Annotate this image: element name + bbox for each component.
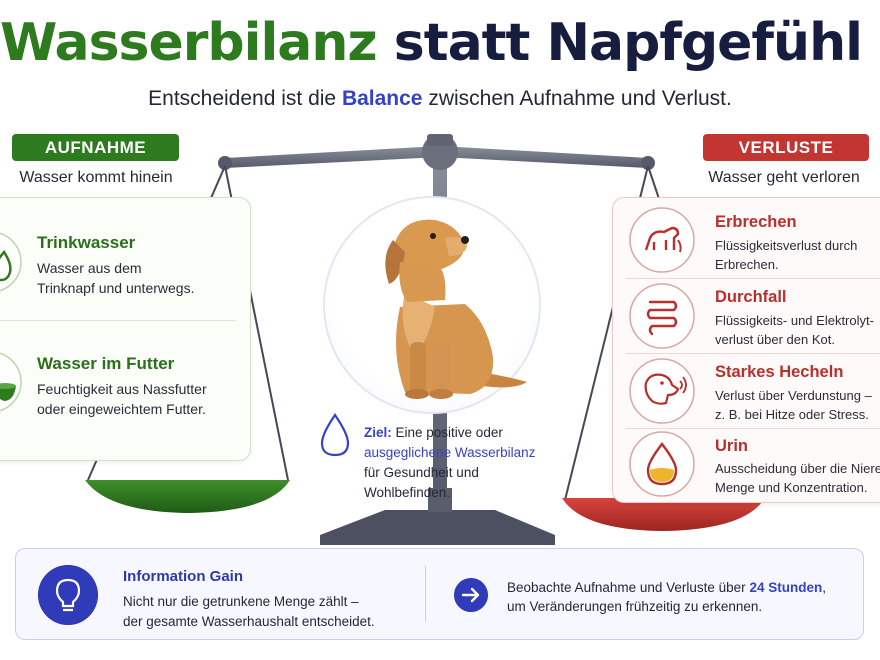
intake-item-title: Trinkwasser xyxy=(37,233,136,252)
info-tip: Beobachte Aufnahme und Verluste über 24 … xyxy=(507,578,826,616)
goal-label: Ziel: xyxy=(364,425,392,440)
subtitle-accent: Balance xyxy=(341,87,423,110)
desc-line: verlust über den Kot. xyxy=(715,332,835,347)
water-drop-icon xyxy=(0,232,22,292)
loss-item-title: Durchfall xyxy=(715,288,787,306)
desc-line: oder eingeweichtem Futter. xyxy=(37,401,206,417)
divider xyxy=(626,428,880,429)
divider xyxy=(0,320,236,321)
vomiting-dog-icon xyxy=(629,207,695,273)
title-green-part: Wasserbilanz xyxy=(0,13,378,73)
intestine-icon xyxy=(629,283,695,349)
intake-item-desc: Feuchtigkeit aus Nassfutter oder eingewe… xyxy=(37,379,207,419)
losses-sublabel: Wasser geht verloren xyxy=(708,169,860,186)
arrow-right-icon xyxy=(454,578,488,612)
loss-item-desc: Flüssigkeitsverlust durch Erbrechen. xyxy=(715,236,857,274)
tip-text: Beobachte Aufnahme und Verluste über xyxy=(507,580,750,595)
desc-line: Erbrechen. xyxy=(715,257,779,272)
goal-text: Ziel: Eine positive oder ausgeglichene W… xyxy=(364,423,564,503)
golden-retriever-illustration xyxy=(385,219,527,399)
desc-line: Flüssigkeits- und Elektrolyt- xyxy=(715,313,874,328)
desc-line: Wasser aus dem xyxy=(37,260,142,276)
desc-line: Flüssigkeitsverlust durch xyxy=(715,238,858,253)
desc-line: Feuchtigkeit aus Nassfutter xyxy=(37,381,207,397)
desc-line: Verlust über Verdunstung – xyxy=(715,388,872,403)
info-line: der gesamte Wasserhaushalt entscheidet. xyxy=(123,614,375,629)
goal-text-part: Eine positive oder xyxy=(391,425,503,440)
loss-item-desc: Ausscheidung über die Nieren – Menge und… xyxy=(715,459,880,497)
tip-line: um Veränderungen frühzeitig zu erkennen. xyxy=(507,599,763,614)
lightbulb-icon xyxy=(38,565,98,625)
information-gain-panel xyxy=(15,548,864,640)
intake-item-title: Wasser im Futter xyxy=(37,354,175,373)
intake-sublabel: Wasser kommt hinein xyxy=(19,169,173,186)
urine-drop-icon xyxy=(629,431,695,497)
water-drop-icon xyxy=(320,413,350,457)
info-description: Nicht nur die getrunkene Menge zählt – d… xyxy=(123,592,375,632)
loss-item-desc: Verlust über Verdunstung – z. B. bei Hit… xyxy=(715,386,872,424)
subtitle-text-end: zwischen Aufnahme und Verlust. xyxy=(422,87,732,110)
intake-item-desc: Wasser aus dem Trinknapf und unterwegs. xyxy=(37,258,194,298)
page-title: Wasserbilanz statt Napfgefühl xyxy=(0,10,880,76)
loss-item-title: Urin xyxy=(715,437,748,455)
divider xyxy=(626,353,880,354)
loss-item-title: Erbrechen xyxy=(715,213,797,231)
divider xyxy=(626,278,880,279)
intake-card xyxy=(0,197,251,461)
loss-item-desc: Flüssigkeits- und Elektrolyt- verlust üb… xyxy=(715,311,874,349)
desc-line: Menge und Konzentration. xyxy=(715,480,868,495)
desc-line: Trinknapf und unterwegs. xyxy=(37,280,195,296)
info-separator xyxy=(425,566,426,622)
info-line: Nicht nur die getrunkene Menge zählt – xyxy=(123,594,359,609)
subtitle-text: Entscheidend ist die xyxy=(148,87,342,110)
page-subtitle: Entscheidend ist die Balance zwischen Au… xyxy=(0,86,880,112)
tip-text: , xyxy=(822,580,826,595)
losses-label: VERLUSTE xyxy=(703,134,869,161)
intake-label: AUFNAHME xyxy=(12,134,179,161)
tip-accent: 24 Stunden xyxy=(749,580,823,595)
food-bowl-icon xyxy=(0,352,22,412)
goal-accent: ausgeglichene Wasserbilanz xyxy=(364,445,536,460)
title-dark-part: statt Napfgefühl xyxy=(393,13,863,73)
desc-line: z. B. bei Hitze oder Stress. xyxy=(715,407,869,422)
info-title: Information Gain xyxy=(123,568,243,585)
goal-text-part: für Gesundheit und Wohlbefinden. xyxy=(364,465,479,500)
panting-dog-icon xyxy=(629,358,695,424)
desc-line: Ausscheidung über die Nieren – xyxy=(715,461,880,476)
right-pan xyxy=(562,498,765,531)
loss-item-title: Starkes Hecheln xyxy=(715,363,844,381)
left-pan xyxy=(85,480,290,513)
